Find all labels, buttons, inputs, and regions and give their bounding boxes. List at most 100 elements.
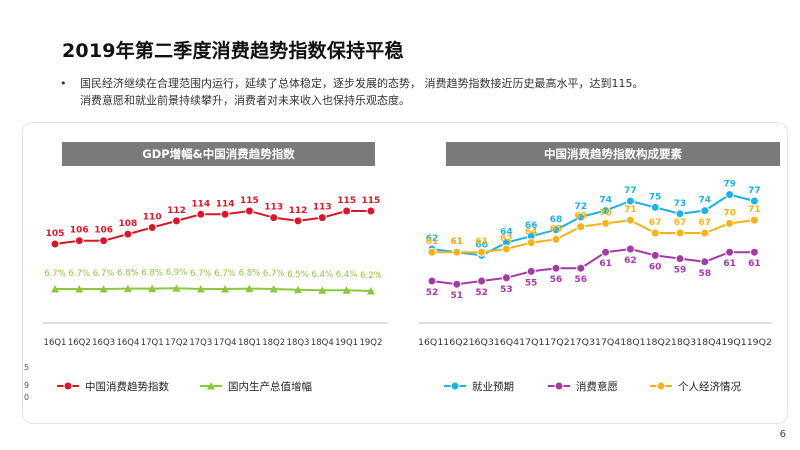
gdp-data-label: 6.7% [93,269,115,279]
component-point [650,202,660,212]
component-point [452,247,462,257]
component-point [526,238,536,248]
legend-consumption-label: 消费意愿 [576,380,618,393]
gdp-data-label: 6.8% [239,269,261,279]
component-data-label: 65 [550,224,563,234]
component-point [700,206,710,216]
gdp-data-label: 6.9% [166,268,188,278]
component-data-label: 53 [500,285,513,295]
index-data-label: 106 [94,226,113,236]
component-data-label: 59 [674,266,687,276]
component-data-label: 61 [723,259,736,269]
left-x-tick-label: 18Q1 [238,338,261,348]
component-point [601,247,611,257]
gdp-data-label: 6.4% [311,270,333,280]
gdp-point [172,284,181,292]
component-data-label: 72 [575,202,588,212]
component-data-label: 71 [748,205,761,215]
gdp-data-label: 6.7% [190,269,212,279]
component-point [725,190,735,200]
component-data-label: 51 [451,291,464,301]
index-data-label: 108 [119,219,138,229]
component-point [625,244,635,254]
index-data-label: 115 [240,196,259,206]
index-data-label: 114 [191,199,210,209]
legend-index-label: 中国消费趋势指数 [85,380,169,393]
component-point [526,266,536,276]
gdp-data-label: 6.8% [117,269,139,279]
index-data-label: 105 [46,229,65,239]
component-point [749,215,759,225]
page-number: 6 [779,429,786,440]
gdp-point [342,286,351,294]
gdp-point [123,284,132,293]
index-data-label: 106 [70,226,89,236]
index-data-label: 110 [143,213,162,223]
left-chart-title: GDP增幅&中国消费趋势指数 [62,142,375,166]
left-x-tick-label: 18Q2 [262,338,285,348]
component-point [725,247,735,257]
stray-mark-2: 9 [24,381,30,390]
stray-mark-3: 0 [24,393,30,402]
index-point [99,236,109,246]
left-x-tick-label: 17Q3 [189,338,212,348]
component-point [452,279,462,289]
charts-frame [22,122,788,424]
gdp-point [294,285,302,294]
component-data-label: 62 [426,234,439,244]
legend-employment-label: 就业预期 [472,380,514,393]
component-point [601,218,611,228]
component-data-label: 56 [575,275,588,285]
component-data-label: 69 [575,212,588,222]
gdp-data-label: 6.7% [214,269,236,279]
component-data-label: 71 [624,205,637,215]
legend-index-marker [63,381,73,391]
component-point [501,273,511,283]
legend-employment-marker [450,381,460,391]
component-data-label: 61 [451,237,464,247]
gdp-point [148,284,157,293]
index-data-label: 113 [264,203,283,213]
component-data-label: 67 [649,218,662,228]
component-data-label: 68 [550,215,563,225]
index-point [366,206,376,216]
component-data-label: 52 [426,288,439,298]
component-data-label: 60 [475,240,488,250]
index-point [220,209,230,219]
component-point [675,254,685,264]
index-point [123,229,133,239]
index-data-label: 113 [313,203,332,213]
summary-line-2: 消费意愿和就业前景持续攀升，消费者对未来收入也保持乐观态度。 [80,94,410,107]
component-point [576,212,586,222]
component-data-label: 61 [475,237,488,247]
component-data-label: 66 [525,221,538,231]
left-x-tick-label: 19Q1 [335,338,358,348]
component-data-label: 74 [599,196,612,206]
component-data-label: 73 [674,199,687,209]
gdp-point [221,285,230,293]
gdp-data-label: 6.5% [287,270,309,280]
gdp-point [51,285,59,293]
component-data-label: 58 [699,269,712,279]
bullet-dot: • [60,77,67,90]
gdp-data-label: 6.2% [360,271,382,281]
gdp-point [75,285,84,293]
stray-mark-1: 5 [24,363,30,372]
component-point [675,228,685,238]
gdp-series-line [55,287,371,292]
right-x-tick-labels: 16Q116Q216Q316Q417Q117Q217Q317Q418Q118Q2… [418,338,772,348]
component-point [551,234,561,244]
component-data-label: 55 [525,278,538,288]
component-data-label: 77 [748,186,761,196]
index-point [293,216,303,226]
component-point [749,247,759,257]
left-x-tick-label: 18Q4 [311,338,334,348]
legend-personal-label: 个人经济情况 [678,380,741,393]
component-data-label: 61 [748,259,761,269]
left-x-tick-label: 19Q2 [359,338,382,348]
legend-gdp-marker [207,382,215,390]
component-point [601,206,611,216]
index-point [269,213,279,223]
left-x-tick-label: 16Q3 [92,338,115,348]
